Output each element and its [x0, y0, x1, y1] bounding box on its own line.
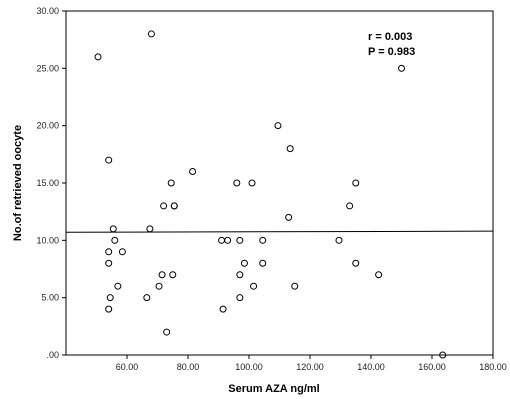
data-point: [109, 225, 117, 233]
y-tick-label: 5.00: [41, 293, 59, 303]
data-point: [352, 179, 360, 187]
correlation-r-label: r = 0.003: [368, 31, 412, 43]
data-point: [291, 282, 299, 290]
correlation-p-label: P = 0.983: [368, 46, 415, 58]
data-point: [118, 248, 126, 256]
data-point: [236, 271, 244, 279]
x-axis: 60.00 80.00 100.00 120.00 140.00 160.00 180.00: [116, 355, 507, 372]
x-tick-label: 140.00: [357, 362, 385, 372]
x-tick-label: 80.00: [177, 362, 200, 372]
x-axis-title: Serum AZA ng/ml: [228, 383, 319, 395]
y-tick-label: 15.00: [36, 178, 59, 188]
data-point: [105, 248, 113, 256]
data-point: [105, 259, 113, 267]
x-tick-label: 100.00: [235, 362, 263, 372]
y-tick-label: .00: [46, 350, 59, 360]
data-point: [285, 213, 293, 221]
data-point: [224, 236, 232, 244]
data-point: [106, 294, 114, 302]
data-point: [169, 271, 177, 279]
data-point: [286, 145, 294, 153]
data-point: [146, 225, 154, 233]
data-point: [94, 53, 102, 61]
y-tick-label: 10.00: [36, 235, 59, 245]
data-point: [143, 294, 151, 302]
data-point: [439, 351, 447, 359]
data-point: [105, 305, 113, 313]
data-point: [259, 236, 267, 244]
data-point: [170, 202, 178, 210]
y-tick-label: 25.00: [36, 63, 59, 73]
data-point: [189, 168, 197, 176]
y-tick-label: 30.00: [36, 6, 59, 16]
data-point: [398, 64, 405, 72]
plot-area: [65, 10, 494, 356]
data-point: [160, 202, 168, 210]
x-tick-label: 60.00: [116, 362, 139, 372]
y-axis-title: No.of retrieved oocyte: [12, 125, 24, 241]
data-points: [94, 30, 447, 359]
data-point: [236, 236, 244, 244]
data-point: [236, 294, 244, 302]
data-point: [155, 282, 163, 290]
data-point: [105, 156, 113, 164]
data-point: [250, 282, 258, 290]
y-tick-label: 20.00: [36, 121, 59, 131]
x-tick-label: 160.00: [418, 362, 446, 372]
data-point: [335, 236, 343, 244]
data-point: [233, 179, 241, 187]
data-point: [219, 305, 227, 313]
data-point: [163, 328, 171, 336]
data-point: [352, 259, 360, 267]
data-point: [147, 30, 155, 38]
x-tick-label: 180.00: [479, 362, 507, 372]
x-tick-label: 120.00: [296, 362, 324, 372]
data-point: [167, 179, 175, 187]
fit-line: [65, 230, 494, 233]
data-point: [240, 259, 248, 267]
data-point: [114, 282, 122, 290]
y-axis: .00 5.00 10.00 15.00 20.00 25.00 30.00: [36, 6, 66, 360]
data-point: [248, 179, 256, 187]
data-point: [375, 271, 383, 279]
data-point: [259, 259, 267, 267]
data-point: [158, 271, 166, 279]
data-point: [346, 202, 354, 210]
data-point: [274, 122, 282, 130]
data-point: [111, 236, 119, 244]
